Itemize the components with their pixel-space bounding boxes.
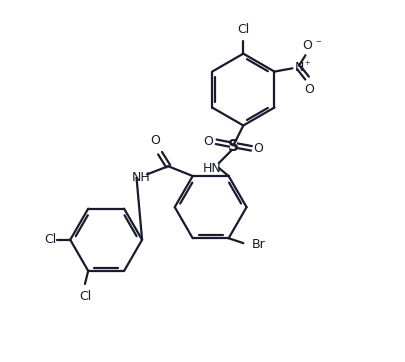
Text: NH: NH xyxy=(132,171,151,184)
Text: O: O xyxy=(304,83,313,96)
Text: S: S xyxy=(228,139,239,154)
Text: HN: HN xyxy=(203,163,222,176)
Text: Cl: Cl xyxy=(45,233,57,246)
Text: O: O xyxy=(254,142,264,155)
Text: N: N xyxy=(295,61,305,74)
Text: $^-$: $^-$ xyxy=(314,39,323,49)
Text: O: O xyxy=(150,134,160,147)
Text: O: O xyxy=(302,39,312,52)
Text: Cl: Cl xyxy=(79,290,91,303)
Text: O: O xyxy=(203,135,213,148)
Text: Cl: Cl xyxy=(237,23,249,36)
Text: $^+$: $^+$ xyxy=(303,60,311,70)
Text: Br: Br xyxy=(252,238,265,251)
